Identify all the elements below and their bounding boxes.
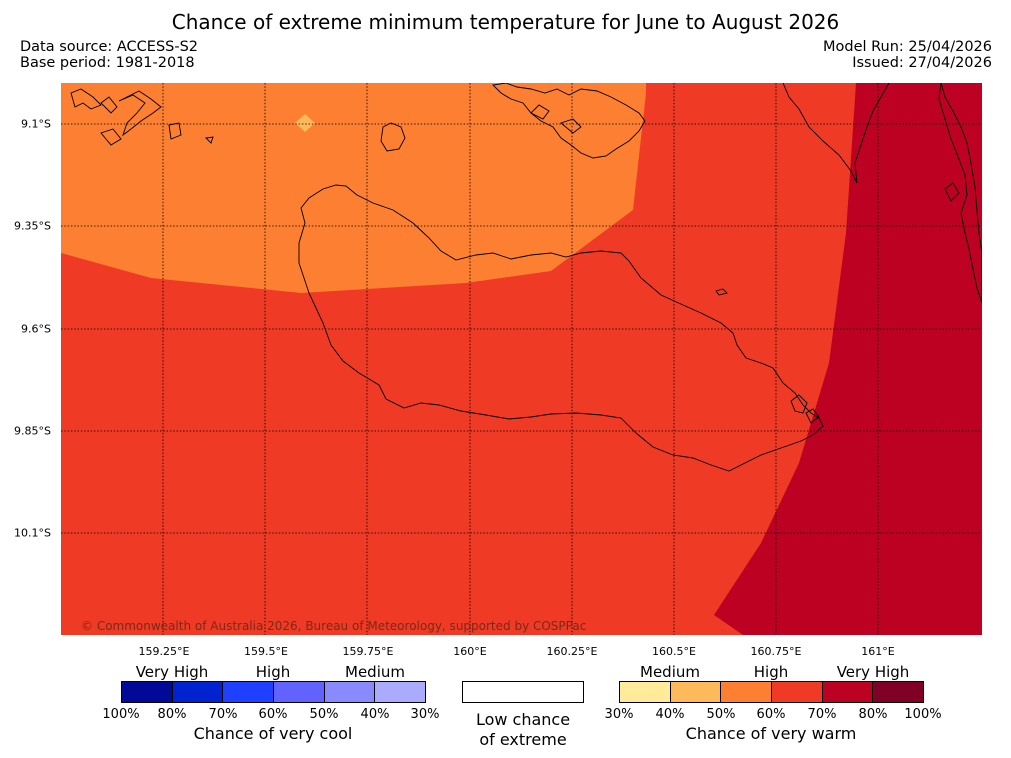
legend-cool-category: High (255, 663, 291, 681)
legend-cool-percent: 80% (157, 707, 187, 722)
legend-swatch (721, 682, 773, 702)
zone-medium-50-60 (61, 83, 646, 293)
legend-swatch (772, 682, 823, 702)
meta-left: Data source: ACCESS-S2 Base period: 1981… (20, 39, 198, 71)
legend-warm-percent: 50% (706, 707, 736, 722)
graticule (61, 83, 982, 635)
legend-low-line2: of extreme (479, 730, 567, 749)
legend-warm-percent: 30% (604, 707, 634, 722)
legend-warm-percent: 100% (904, 707, 942, 722)
lon-label: 159.5°E (244, 645, 288, 658)
legend-warm-category: Very High (836, 663, 910, 681)
map-canvas (61, 83, 982, 635)
legend-swatch (620, 682, 671, 702)
model-run: Model Run: 25/04/2026 (822, 39, 992, 55)
lat-label: 9.35°S (14, 219, 51, 233)
copyright-notice: © Commonwealth of Australia 2026, Bureau… (81, 619, 587, 633)
lon-label: 160.25°E (546, 645, 598, 658)
legend-warm-percent: 60% (756, 707, 786, 722)
legend-swatch (670, 682, 722, 702)
lat-label: 9.6°S (21, 322, 51, 336)
map-title: Chance of extreme minimum temperature fo… (171, 10, 840, 34)
legend-cool-category: Medium (345, 663, 405, 681)
legend-swatch (122, 682, 173, 702)
legend-swatch (172, 682, 224, 702)
legend-warm-percent: 40% (655, 707, 685, 722)
legend-cool-colorbar (121, 681, 426, 703)
legend-low-chance-box (462, 681, 584, 703)
legend-cool-percent: 70% (208, 707, 238, 722)
legend-cool-percent: 100% (102, 707, 140, 722)
lat-label: 10.1°S (14, 526, 51, 540)
lon-label: 159.75°E (342, 645, 394, 658)
legend-low-caption: Low chance of extreme (476, 710, 570, 750)
legend-swatch (375, 682, 426, 702)
legend-swatch (274, 682, 325, 702)
legend-low-line1: Low chance (475, 710, 571, 729)
lon-label: 159.25°E (138, 645, 190, 658)
lon-label: 160.5°E (652, 645, 696, 658)
legend-swatch (822, 682, 874, 702)
issued-date: Issued: 27/04/2026 (852, 55, 992, 71)
legend-cool-percent: 40% (360, 707, 390, 722)
lon-label: 161°E (861, 645, 895, 658)
legend-warm-percent: 70% (807, 707, 837, 722)
probability-map[interactable] (61, 83, 982, 635)
meta-right: Model Run: 25/04/2026 Issued: 27/04/2026 (823, 39, 992, 71)
legend-swatch (873, 682, 924, 702)
legend-warm-percent: 80% (858, 707, 888, 722)
data-source: Data source: ACCESS-S2 (20, 39, 199, 55)
coastlines (70, 83, 982, 472)
legend-warm-caption: Chance of very warm (685, 724, 857, 743)
lat-label: 9.1°S (21, 117, 51, 131)
zone-spot-40-50 (295, 114, 315, 132)
lon-label: 160.75°E (750, 645, 802, 658)
legend-swatch (324, 682, 376, 702)
legend-cool-percent: 50% (309, 707, 339, 722)
legend-cool-percent: 30% (410, 707, 440, 722)
lon-label: 160°E (453, 645, 487, 658)
lat-label: 9.85°S (14, 424, 51, 438)
legend-cool-caption: Chance of very cool (193, 724, 353, 743)
legend-cool-category: Very High (135, 663, 209, 681)
legend-cool-percent: 60% (258, 707, 288, 722)
legend-warm-category: Medium (640, 663, 700, 681)
legend-warm-colorbar (619, 681, 924, 703)
base-period: Base period: 1981-2018 (20, 55, 195, 71)
legend-warm-category: High (753, 663, 789, 681)
legend-swatch (223, 682, 275, 702)
zone-very-high-70-80 (714, 83, 982, 635)
